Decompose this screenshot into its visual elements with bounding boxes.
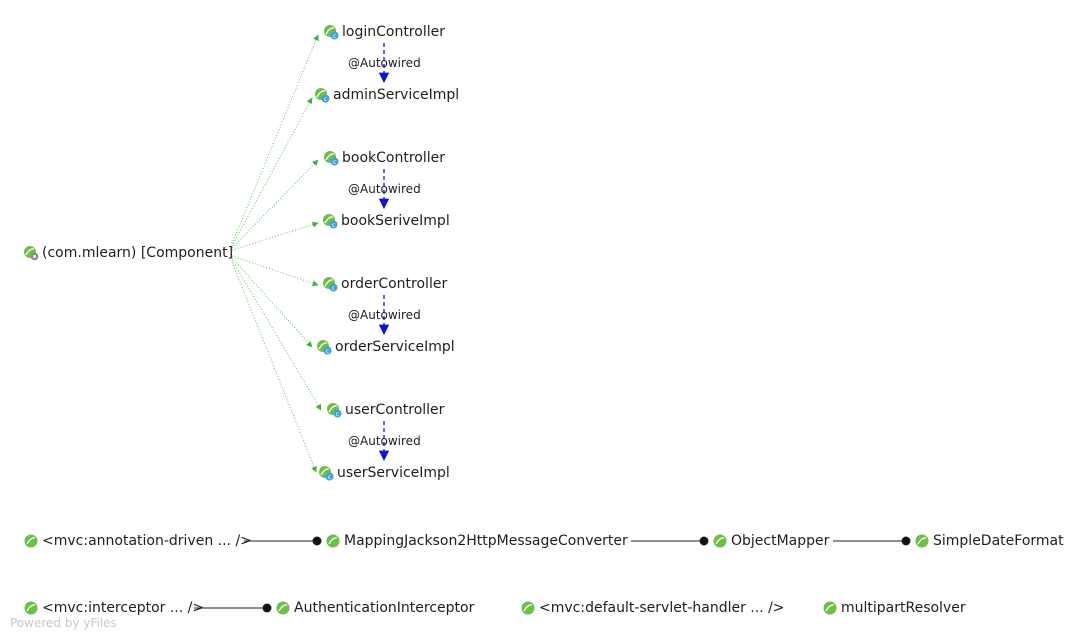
svg-text:c: c: [326, 348, 329, 355]
svg-text:c: c: [332, 222, 335, 229]
edge-root-orderserviceimpl: [231, 257, 313, 348]
bean-label: multipartResolver: [841, 600, 966, 616]
autowired-label: @Autowired: [348, 56, 421, 70]
spring-bean-class-icon: c: [327, 403, 342, 418]
spring-bean-icon: [713, 534, 727, 548]
spring-bean-icon: [276, 601, 290, 615]
autowired-label: @Autowired: [348, 434, 421, 448]
spring-bean-class-icon: c: [317, 340, 332, 355]
bean-label: orderController: [341, 276, 448, 292]
bean-label: MappingJackson2HttpMessageConverter: [344, 533, 628, 549]
component-scan-label: (com.mlearn) [Component]: [42, 245, 234, 261]
edge-root-userserviceimpl: [231, 261, 317, 473]
bean-node-userserviceimpl[interactable]: c userServiceImpl: [318, 463, 450, 483]
autowired-label: @Autowired: [348, 308, 421, 322]
svg-text:c: c: [324, 96, 327, 103]
svg-text:c: c: [332, 285, 335, 292]
edge-root-usercontroller: [231, 259, 322, 411]
edge-root-bookseriveimpl: [231, 221, 319, 251]
mvc-interceptor-node[interactable]: <mvc:interceptor ... />: [23, 598, 204, 618]
mvc-annotation-driven-node[interactable]: <mvc:annotation-driven ... />: [23, 531, 252, 551]
bean-label: AuthenticationInterceptor: [294, 600, 475, 616]
bean-label: orderServiceImpl: [335, 339, 455, 355]
mvc-default-servlet-handler-node[interactable]: <mvc:default-servlet-handler ... />: [520, 598, 785, 618]
authentication-interceptor-node[interactable]: AuthenticationInterceptor: [275, 598, 474, 618]
spring-bean-icon: [24, 534, 38, 548]
bean-node-ordercontroller[interactable]: c orderController: [322, 274, 447, 294]
bean-label: adminServiceImpl: [333, 87, 460, 103]
spring-bean-class-icon: c: [315, 88, 330, 103]
simple-date-format-node[interactable]: SimpleDateFormat: [914, 531, 1064, 551]
spring-bean-icon: [915, 534, 929, 548]
bean-label: <mvc:annotation-driven ... />: [42, 533, 252, 549]
bean-label: <mvc:interceptor ... />: [42, 600, 205, 616]
autowired-label: @Autowired: [348, 182, 421, 196]
spring-bean-icon: [521, 601, 535, 615]
edge-end-dot: [262, 603, 272, 613]
property-edges: [194, 536, 911, 613]
edge-root-adminserviceimpl: [231, 97, 313, 247]
svg-text:c: c: [333, 159, 336, 166]
edge-end-dot: [312, 536, 322, 546]
component-scan-node[interactable]: (com.mlearn) [Component]: [23, 243, 233, 263]
edge-root-logincontroller: [231, 34, 319, 245]
spring-bean-class-icon: c: [324, 25, 339, 40]
bean-node-bookseriveimpl[interactable]: c bookSeriveImpl: [322, 211, 450, 231]
spring-bean-class-icon: c: [323, 214, 338, 229]
edge-end-dot: [901, 536, 911, 546]
bean-label: <mvc:default-servlet-handler ... />: [539, 600, 785, 616]
yfiles-watermark: Powered by yFiles: [10, 616, 117, 630]
bean-label: bookSeriveImpl: [341, 213, 450, 229]
edge-root-ordercontroller: [231, 255, 319, 287]
spring-bean-icon: [823, 601, 837, 615]
spring-bean-class-icon: c: [323, 277, 338, 292]
edge-end-dot: [699, 536, 709, 546]
bean-node-adminserviceimpl[interactable]: c adminServiceImpl: [314, 85, 459, 105]
bean-label: ObjectMapper: [731, 533, 830, 549]
spring-bean-class-icon: c: [324, 151, 339, 166]
bean-node-orderserviceimpl[interactable]: c orderServiceImpl: [316, 337, 455, 357]
bean-label: loginController: [342, 24, 445, 40]
bean-node-usercontroller[interactable]: c userController: [326, 400, 444, 420]
bean-node-logincontroller[interactable]: c loginController: [323, 22, 445, 42]
svg-text:c: c: [328, 474, 331, 481]
bean-node-bookcontroller[interactable]: c bookController: [323, 148, 445, 168]
spring-bean-icon: [326, 534, 340, 548]
svg-text:c: c: [333, 33, 336, 40]
svg-text:c: c: [336, 411, 339, 418]
edge-root-bookcontroller: [231, 159, 319, 249]
bean-label: userController: [345, 402, 445, 418]
spring-bean-icon: [24, 601, 38, 615]
spring-bean-class-icon: c: [319, 466, 334, 481]
object-mapper-node[interactable]: ObjectMapper: [712, 531, 829, 551]
bean-label: bookController: [342, 150, 445, 166]
bean-label: userServiceImpl: [337, 465, 450, 481]
spring-component-scan-icon: [24, 246, 39, 261]
component-scan-edges: [231, 34, 322, 473]
multipart-resolver-node[interactable]: multipartResolver: [822, 598, 966, 618]
bean-label: SimpleDateFormat: [933, 533, 1064, 549]
jackson-converter-node[interactable]: MappingJackson2HttpMessageConverter: [325, 531, 628, 551]
